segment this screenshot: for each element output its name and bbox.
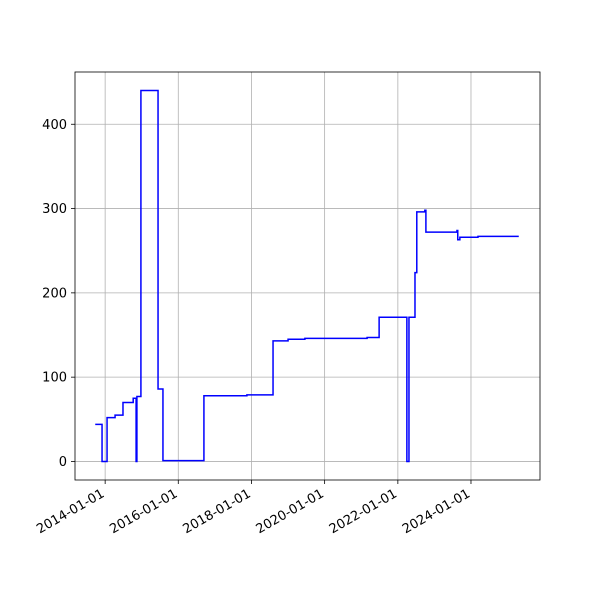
grid-layer — [75, 72, 540, 480]
y-tick-label: 100 — [42, 371, 67, 386]
data-line — [95, 89, 519, 463]
y-tick-label: 400 — [42, 118, 67, 133]
marks-layer — [95, 89, 519, 463]
plot-frame — [74, 71, 541, 481]
y-tick-label: 0 — [59, 455, 67, 470]
y-tick-label: 300 — [42, 202, 67, 217]
y-tick-label: 200 — [42, 286, 67, 301]
